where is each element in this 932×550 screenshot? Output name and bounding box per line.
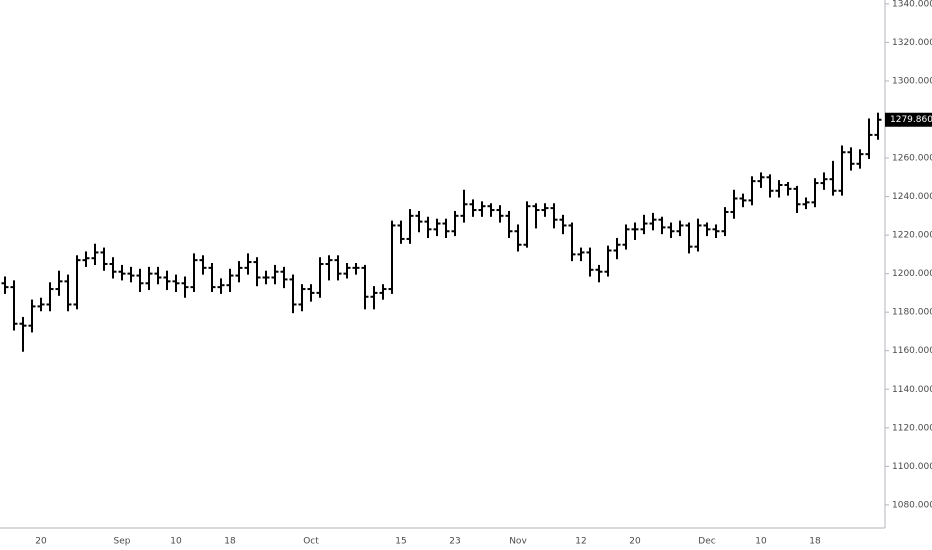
x-tick-label: Sep (114, 537, 131, 547)
y-tick-label: 1320.0000 (892, 38, 932, 48)
last-value-label: 1279.8600 (890, 115, 932, 125)
y-tick-label: 1220.0000 (892, 231, 932, 241)
y-tick-label: 1100.0000 (892, 462, 932, 472)
last-value-badge (885, 112, 932, 127)
x-tick-label: 23 (449, 537, 460, 547)
x-tick-label: Nov (509, 537, 527, 547)
y-tick-label: 1200.0000 (892, 269, 932, 279)
y-tick-label: 1140.0000 (892, 385, 932, 395)
x-tick-label: Oct (303, 537, 319, 547)
y-tick-label: 1180.0000 (892, 308, 932, 318)
y-tick-label: 1120.0000 (892, 423, 932, 433)
y-tick-label: 1260.0000 (892, 154, 932, 164)
y-tick-label: 1160.0000 (892, 346, 932, 356)
x-tick-label: 12 (575, 537, 586, 547)
x-tick-label: 15 (395, 537, 406, 547)
x-tick-label: 18 (809, 537, 821, 547)
x-tick-label: 18 (224, 537, 236, 547)
y-tick-label: 1340.0000 (892, 0, 932, 9)
x-tick-label: 20 (629, 537, 641, 547)
x-tick-label: Dec (698, 537, 715, 547)
y-tick-label: 1080.0000 (892, 500, 932, 510)
y-tick-label: 1300.0000 (892, 76, 932, 86)
x-tick-label: 20 (35, 537, 47, 547)
x-tick-label: 10 (170, 537, 182, 547)
y-tick-label: 1240.0000 (892, 192, 932, 202)
x-tick-label: 10 (755, 537, 767, 547)
